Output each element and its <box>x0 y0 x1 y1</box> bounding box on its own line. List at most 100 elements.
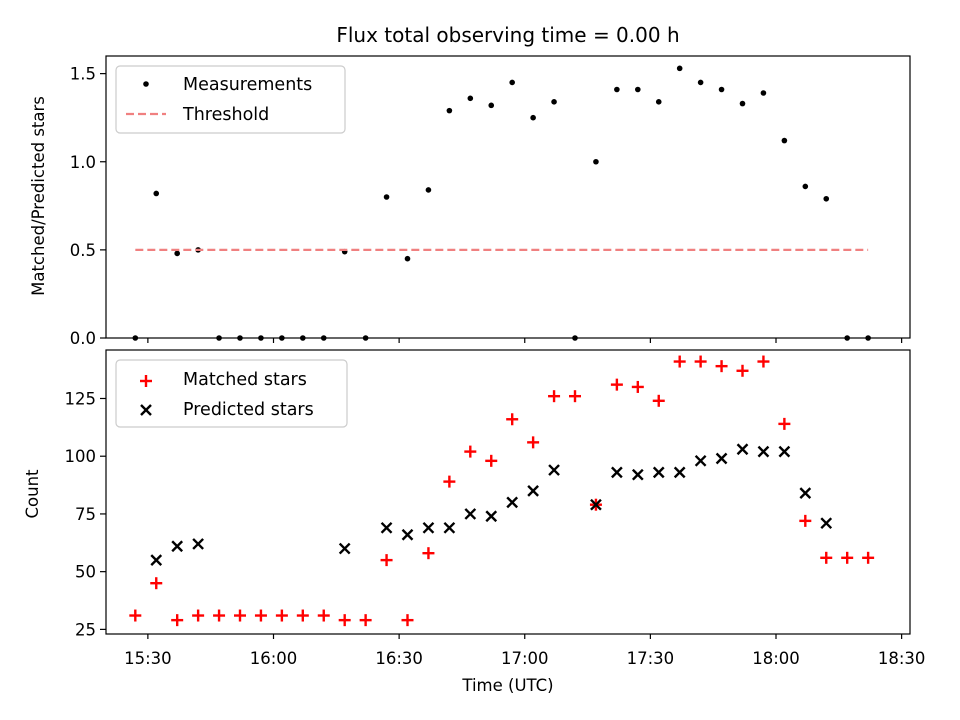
matched-star-marker <box>631 380 644 393</box>
measurement-point <box>676 65 683 72</box>
y-tick-label: 125 <box>65 389 97 408</box>
matched-star-marker <box>359 614 372 627</box>
matched-star-marker <box>548 390 561 403</box>
predicted-star-marker <box>715 452 728 465</box>
legend-measurements-label: Measurements <box>183 75 312 95</box>
measurement-point <box>781 137 788 144</box>
matched-star-marker <box>401 614 414 627</box>
predicted-star-marker <box>506 496 519 509</box>
matched-star-marker <box>736 364 749 377</box>
measurement-point <box>593 158 599 165</box>
y-tick-label: 75 <box>75 505 96 524</box>
counts-panel: Count Time (UTC) 25 50 75 100 125 15:30 16:00… <box>23 349 925 695</box>
predicted-star-marker <box>150 554 163 566</box>
predicted-star-marker <box>694 454 707 467</box>
measurement-point <box>635 86 641 93</box>
measurement-point <box>488 102 495 109</box>
matched-star-marker <box>422 547 435 560</box>
matched-star-marker <box>569 390 581 403</box>
y-tick-label: 1.0 <box>70 153 96 172</box>
y-axis-label-count: Count <box>23 469 42 519</box>
predicted-star-marker <box>590 498 602 511</box>
matched-star-marker <box>234 609 246 622</box>
predicted-star-marker <box>757 445 770 458</box>
predicted-star-marker <box>422 521 435 534</box>
predicted-star-marker <box>401 528 414 541</box>
matched-star-marker <box>673 355 686 368</box>
matched-star-marker <box>275 609 288 622</box>
y-tick-label: 100 <box>65 447 97 466</box>
predicted-star-marker <box>548 464 560 476</box>
counts-plot-frame <box>105 349 911 635</box>
ratio-legend: Measurements Threshold <box>115 65 346 134</box>
y-axis-label-ratio: Matched/Predicted stars <box>29 96 48 296</box>
x-tick-label: 18:00 <box>752 649 800 668</box>
y-tick-label: 1.5 <box>70 65 96 84</box>
matched-star-marker <box>129 609 142 622</box>
matched-star-marker <box>338 614 351 627</box>
counts-plot-marks <box>129 355 875 627</box>
matched-star-marker <box>485 454 498 467</box>
predicted-star-marker <box>631 468 644 481</box>
matched-star-marker <box>464 445 477 458</box>
matched-star-marker <box>610 378 623 391</box>
matched-star-marker <box>757 355 770 368</box>
matched-star-marker <box>715 360 728 373</box>
y-tick-label: 0.5 <box>70 241 96 260</box>
y-tick-label: 50 <box>75 563 96 582</box>
matched-star-marker <box>171 614 184 627</box>
x-tick-label: 16:00 <box>250 649 298 668</box>
matched-star-marker <box>799 514 812 527</box>
matched-star-marker <box>443 475 456 488</box>
ratio-plot-frame <box>105 55 911 339</box>
matched-star-marker <box>527 436 540 449</box>
matched-star-marker <box>506 413 519 426</box>
measurement-point <box>802 183 809 190</box>
legend-matched-label: Matched stars <box>183 370 307 390</box>
measurement-point <box>467 95 474 102</box>
matched-star-marker <box>862 551 875 564</box>
predicted-star-marker <box>485 510 498 523</box>
ratio-panel: Flux total observing time = 0.00 h Match… <box>29 23 911 348</box>
measurement-point <box>739 100 746 107</box>
predicted-star-marker <box>673 466 686 479</box>
matched-star-marker <box>694 355 707 368</box>
measurement-point <box>718 86 725 93</box>
y-axis-ticks-count: 25 50 75 100 125 <box>65 389 106 639</box>
y-axis-ticks-ratio: 0.0 0.5 1.0 1.5 <box>70 65 106 348</box>
measurement-point <box>404 255 411 262</box>
predicted-star-marker <box>171 540 184 553</box>
legend-predicted-label: Predicted stars <box>183 400 314 420</box>
legend-matched-marker <box>140 375 152 387</box>
predicted-star-marker <box>652 466 665 479</box>
measurement-point <box>551 99 557 105</box>
y-tick-label: 0.0 <box>70 329 96 348</box>
x-tick-label: 18:30 <box>878 649 926 668</box>
predicted-star-marker <box>192 538 204 550</box>
matched-star-marker <box>380 554 393 567</box>
predicted-star-marker <box>338 542 351 555</box>
predicted-star-marker <box>799 487 812 500</box>
predicted-star-marker <box>443 521 456 534</box>
x-tick-label: 17:00 <box>501 649 549 668</box>
matched-star-marker <box>192 609 205 622</box>
matched-star-marker <box>150 577 163 590</box>
matched-star-marker <box>778 417 791 430</box>
predicted-star-marker <box>611 466 623 479</box>
matched-star-marker <box>317 609 330 622</box>
predicted-star-marker <box>527 484 539 497</box>
measurement-point <box>655 99 662 105</box>
measurement-point <box>446 107 453 114</box>
measurement-point <box>509 79 515 86</box>
chart-title: Flux total observing time = 0.00 h <box>336 23 679 47</box>
predicted-star-marker <box>380 521 393 534</box>
y-tick-label: 25 <box>75 620 96 639</box>
measurement-point <box>174 250 180 257</box>
x-axis-ticks: 15:30 16:00 16:30 17:00 17:30 18:00 18:30 <box>124 634 925 668</box>
legend-predicted-marker <box>140 404 152 416</box>
legend-box <box>115 359 348 428</box>
measurement-point <box>823 195 830 202</box>
counts-legend: Matched stars Predicted stars <box>115 359 348 428</box>
matched-star-marker <box>213 609 226 622</box>
